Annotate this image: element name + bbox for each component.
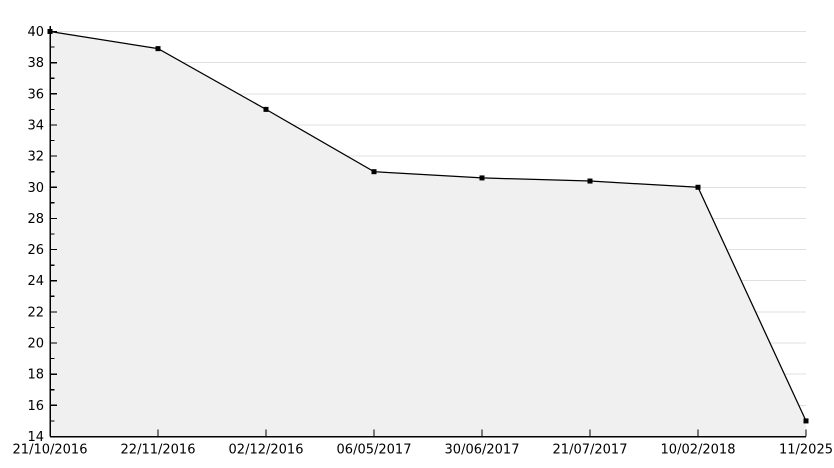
data-line-path: [49, 30, 807, 422]
data-point-marker: [803, 418, 809, 424]
x-tick-label: 22/11/2016: [121, 443, 196, 458]
x-tick-label: 10/02/2018: [661, 443, 736, 458]
data-point-marker: [155, 46, 161, 52]
y-tick-label: 40: [27, 25, 44, 40]
y-axis-ticks: [50, 30, 57, 438]
y-tick-label: 36: [27, 87, 44, 102]
data-line: [49, 30, 807, 422]
x-tick-label: 21/07/2017: [553, 443, 628, 458]
data-point-marker: [695, 184, 701, 190]
x-tick-label: 06/05/2017: [337, 443, 412, 458]
data-point-marker: [587, 178, 593, 184]
data-point-marker: [479, 175, 485, 181]
y-tick-label: 18: [27, 368, 44, 383]
y-tick-label: 34: [27, 118, 44, 133]
x-tick-label: 21/10/2016: [13, 443, 88, 458]
x-tick-label: 11/2025: [779, 443, 833, 458]
y-tick-label: 38: [27, 56, 44, 71]
y-tick-label: 24: [27, 274, 44, 289]
x-axis-ticks: [49, 429, 807, 437]
y-tick-label: 30: [27, 181, 44, 196]
y-tick-label: 20: [27, 337, 44, 352]
y-tick-label: 22: [27, 305, 44, 320]
y-tick-label: 28: [27, 212, 44, 227]
x-tick-label: 02/12/2016: [229, 443, 304, 458]
data-point-marker: [263, 106, 269, 112]
x-tick-label: 30/06/2017: [445, 443, 520, 458]
x-axis-labels: 21/10/2016 22/11/2016 02/12/2016 06/05/2017…: [13, 443, 833, 458]
area-fill-shape: [50, 31, 806, 437]
area-fill: [50, 31, 806, 437]
y-tick-label: 14: [27, 430, 44, 445]
y-tick-label: 26: [27, 243, 44, 258]
data-point-marker: [371, 169, 377, 175]
y-tick-label: 16: [27, 399, 44, 414]
y-axis-labels: 14 16 18 20 22 24 26 28 30 32 34 36 38 40: [27, 25, 44, 445]
y-tick-label: 32: [27, 150, 44, 165]
